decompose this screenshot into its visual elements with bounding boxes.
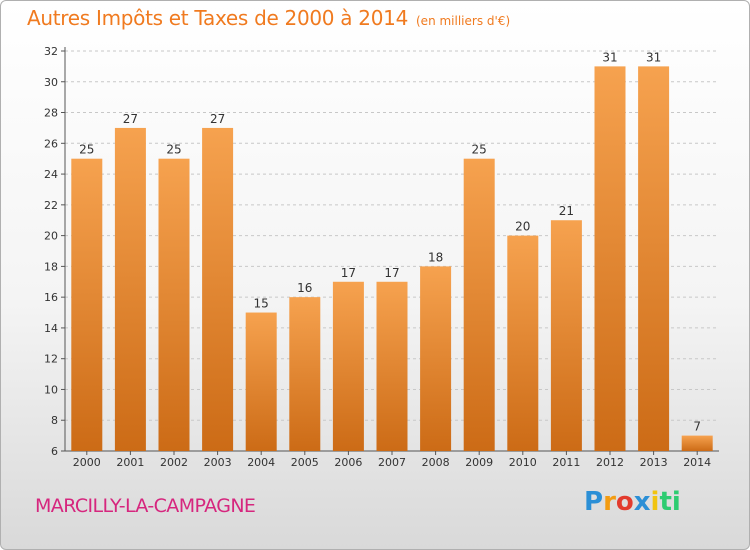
x-tick-label-2014: 2014 (683, 456, 711, 469)
x-tick-label-2006: 2006 (334, 456, 362, 469)
chart-title: Autres Impôts et Taxes de 2000 à 2014 (en… (27, 6, 510, 30)
bars (71, 66, 713, 451)
bar-2010 (507, 235, 539, 451)
chart-subtitle: (en milliers d'€) (416, 14, 511, 28)
value-label-2009: 25 (472, 143, 487, 157)
y-tick-label: 30 (44, 76, 58, 89)
value-label-2001: 27 (123, 112, 138, 126)
value-label-2005: 16 (297, 281, 312, 295)
value-label-2007: 17 (384, 266, 399, 280)
x-tick-label-2007: 2007 (378, 456, 406, 469)
logo-letter: x (633, 487, 651, 517)
bar-2003 (202, 127, 234, 451)
bar-2007 (376, 281, 408, 451)
bar-2004 (245, 312, 277, 451)
y-tick-label: 16 (44, 291, 58, 304)
y-tick-label: 14 (44, 322, 58, 335)
y-tick-label: 32 (44, 45, 58, 58)
y-tick-label: 26 (44, 137, 58, 150)
x-tick-label-2000: 2000 (73, 456, 101, 469)
x-tick-label-2013: 2013 (640, 456, 668, 469)
logo-letter: i (671, 487, 681, 517)
x-tick-label-2009: 2009 (465, 456, 493, 469)
x-tick-label-2008: 2008 (422, 456, 450, 469)
value-label-2012: 31 (602, 50, 617, 64)
value-label-2014: 7 (693, 420, 701, 434)
bar-2013 (638, 66, 670, 451)
value-label-2010: 20 (515, 220, 530, 234)
bar-2001 (114, 127, 146, 451)
logo-letter: r (603, 487, 616, 517)
y-tick-label: 22 (44, 199, 58, 212)
bar-2014 (681, 435, 713, 451)
chart-title-text: Autres Impôts et Taxes de 2000 à 2014 (27, 6, 408, 30)
x-tick-label-2010: 2010 (509, 456, 537, 469)
bar-2002 (158, 158, 190, 451)
value-label-2002: 25 (166, 143, 181, 157)
commune-name: MARCILLY-LA-CAMPAGNE (35, 495, 256, 517)
value-labels: 25 27 25 27 15 16 17 17 18 25 20 21 31 31 7 (79, 50, 701, 433)
logo-letter: o (615, 487, 634, 517)
value-label-2004: 15 (254, 297, 269, 311)
bar-2005 (289, 297, 321, 451)
y-tick-label: 18 (44, 260, 58, 273)
value-label-2000: 25 (79, 143, 94, 157)
y-tick-label: 12 (44, 353, 58, 366)
bar-2006 (332, 281, 364, 451)
x-tick-label-2001: 2001 (116, 456, 144, 469)
bar-2000 (71, 158, 103, 451)
y-tick-label: 28 (44, 107, 58, 120)
value-label-2006: 17 (341, 266, 356, 280)
value-label-2013: 31 (646, 50, 661, 64)
value-label-2008: 18 (428, 250, 443, 264)
y-tick-label: 6 (51, 445, 58, 458)
logo-letter: P (584, 487, 604, 517)
proxiti-logo: Proxiti (584, 487, 681, 517)
logo-letter: i (650, 487, 660, 517)
value-label-2003: 27 (210, 112, 225, 126)
logo-letter: t (659, 487, 672, 517)
x-tick-labels: 2000 2001 2002 2003 2004 2005 2006 2007 2008 2009… (73, 456, 711, 469)
bar-2008 (420, 266, 452, 451)
x-tick-label-2005: 2005 (291, 456, 319, 469)
bar-2012 (594, 66, 626, 451)
x-tick-label-2003: 2003 (204, 456, 232, 469)
x-tick-label-2012: 2012 (596, 456, 624, 469)
x-tick-label-2011: 2011 (552, 456, 580, 469)
y-tick-label: 10 (44, 383, 58, 396)
value-label-2011: 21 (559, 204, 574, 218)
y-tick-label: 20 (44, 230, 58, 243)
bar-2011 (550, 220, 582, 451)
y-tick-label: 24 (44, 168, 58, 181)
y-tick-label: 8 (51, 414, 58, 427)
x-tick-label-2004: 2004 (247, 456, 275, 469)
y-tick-labels: 6 8 10 12 14 16 18 20 22 24 26 28 30 32 (44, 45, 58, 458)
x-tick-label-2002: 2002 (160, 456, 188, 469)
bar-2009 (463, 158, 495, 451)
